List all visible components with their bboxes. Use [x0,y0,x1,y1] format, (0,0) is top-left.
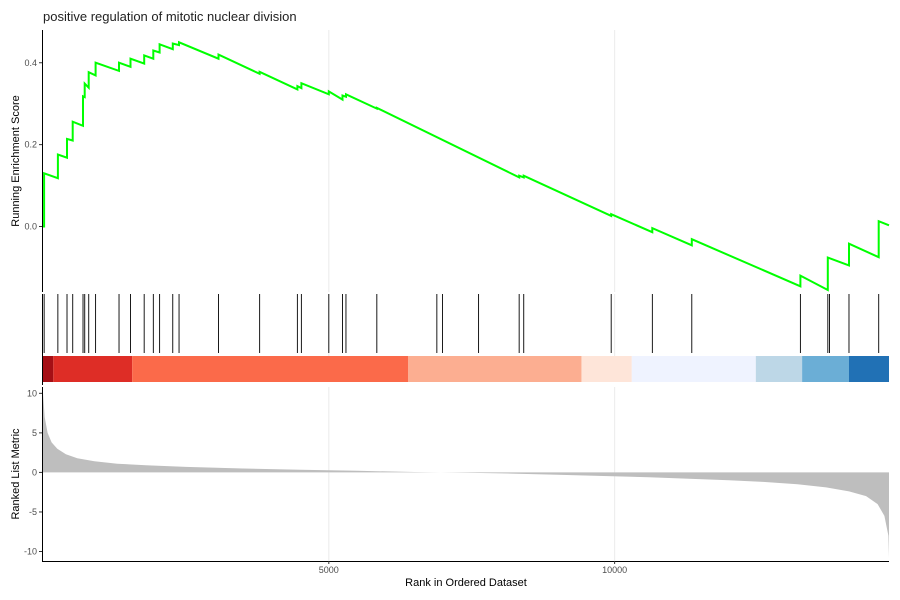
metric-y-tick-label: -5 [29,507,37,517]
chart-title: positive regulation of mitotic nuclear d… [43,9,297,24]
es-y-ticks: 0.0 0.2 0.4 [24,58,42,232]
running-enrichment-line [43,40,890,292]
metric-y-tick-label: 10 [27,388,37,398]
metric-y-tick-label: 0 [32,467,37,477]
hits-gridlines [328,294,616,356]
heatmap-segment [755,356,803,382]
heatmap-segment [43,356,54,382]
x-ticks: 5000 10000 [319,561,627,575]
metric-y-tick-label: -10 [24,547,37,557]
metric-y-axis-label: Ranked List Metric [10,428,22,520]
es-y-tick-label: 0.4 [24,58,37,68]
metric-y-tick-label: 5 [32,428,37,438]
heatmap-segment [581,356,632,382]
heatmap-segment [848,356,889,382]
es-y-tick-label: 0.0 [24,222,37,232]
heatmap-segment [408,356,582,382]
es-gridlines [328,30,616,292]
x-tick-label: 5000 [319,565,339,575]
x-axis-label: Rank in Ordered Dataset [405,577,527,589]
x-tick-label: 10000 [602,565,627,575]
gene-hit-marks [43,294,880,353]
es-y-tick-label: 0.2 [24,140,37,150]
ranked-metric-area [43,393,889,558]
ranked-metric-panel: 10 5 0 -5 -10 5000 10000 Rank in Ordered Data… [10,387,889,589]
heatmap-segment [802,356,849,382]
heatmap-segment [132,356,409,382]
heatmap-segment [631,356,756,382]
rank-heatmap [43,356,889,382]
es-y-axis-label: Running Enrichment Score [10,95,22,226]
metric-y-ticks: 10 5 0 -5 -10 [24,388,42,557]
gene-hits-panel [42,294,889,385]
heatmap-segment [53,356,133,382]
enrichment-score-panel: 0.0 0.2 0.4 Running Enrichment Score [10,30,890,292]
